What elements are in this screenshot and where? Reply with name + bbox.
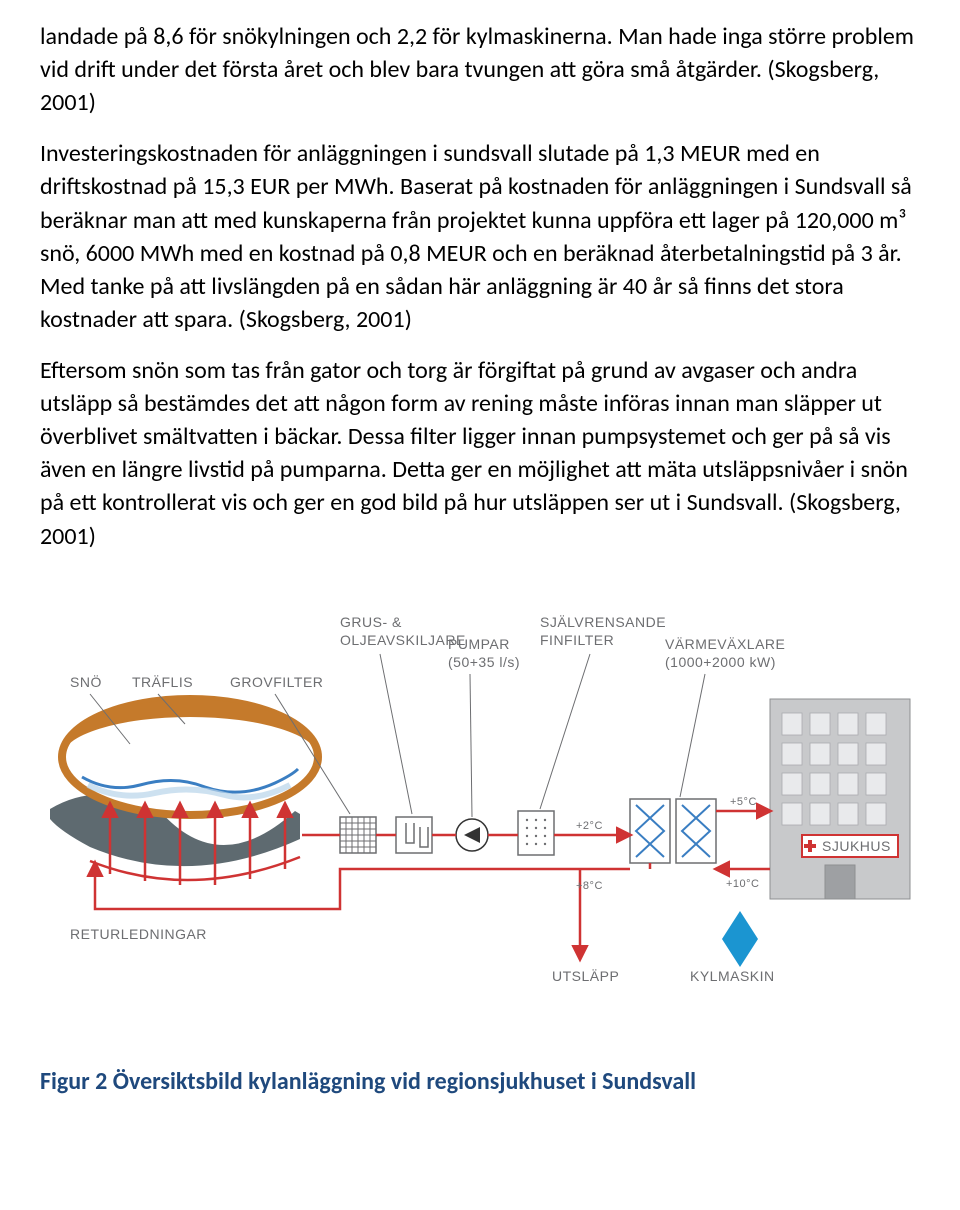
label-sjukhus: SJUKHUS	[822, 838, 891, 854]
label-utslapp: UTSLÄPP	[552, 968, 619, 984]
label-pumpar: PUMPAR	[448, 636, 510, 652]
label-t5: +5°C	[730, 796, 757, 808]
cooling-system-diagram: SJUKHUS	[40, 579, 920, 1039]
heatexchanger-1-icon	[630, 799, 670, 863]
label-vvx-sub: (1000+2000 kW)	[665, 654, 776, 670]
kylmaskin-icon	[722, 911, 758, 967]
document-page: landade på 8,6 för snökylningen och 2,2 …	[0, 0, 960, 1126]
label-sno: SNÖ	[70, 673, 102, 690]
label-t10: +10°C	[726, 878, 760, 890]
label-grovfilter: GROVFILTER	[230, 674, 323, 690]
figure-caption: Figur 2 Översiktsbild kylanläggning vid …	[40, 1067, 920, 1096]
label-retur: RETURLEDNINGAR	[70, 926, 207, 942]
label-grus-olje-2: OLJEAVSKILJARE	[340, 632, 466, 648]
pump-icon	[456, 819, 488, 851]
grus-olje-icon	[396, 817, 432, 853]
figure-diagram: SJUKHUS	[40, 579, 920, 1039]
paragraph-2: Investeringskostnaden för anläggningen i…	[40, 137, 920, 336]
label-traflis: TRÄFLIS	[132, 674, 193, 690]
label-grus-olje-1: GRUS- &	[340, 614, 402, 630]
label-vvx: VÄRMEVÄXLARE	[665, 636, 785, 652]
label-t2: +2°C	[576, 820, 603, 832]
label-finfilter-2: FINFILTER	[540, 632, 614, 648]
heatexchanger-2-icon	[676, 799, 716, 863]
hospital-building: SJUKHUS	[770, 699, 910, 899]
label-kylmaskin: KYLMASKIN	[690, 968, 775, 984]
label-t8: +8°C	[576, 880, 603, 892]
return-line	[95, 863, 630, 909]
paragraph-3: Eftersom snön som tas från gator och tor…	[40, 354, 920, 553]
finfilter-icon	[518, 811, 554, 855]
label-finfilter-1: SJÄLVRENSANDE	[540, 614, 666, 630]
label-pumpar-sub: (50+35 l/s)	[448, 654, 520, 670]
grovfilter-icon	[340, 817, 376, 853]
paragraph-1: landade på 8,6 för snökylningen och 2,2 …	[40, 20, 920, 119]
